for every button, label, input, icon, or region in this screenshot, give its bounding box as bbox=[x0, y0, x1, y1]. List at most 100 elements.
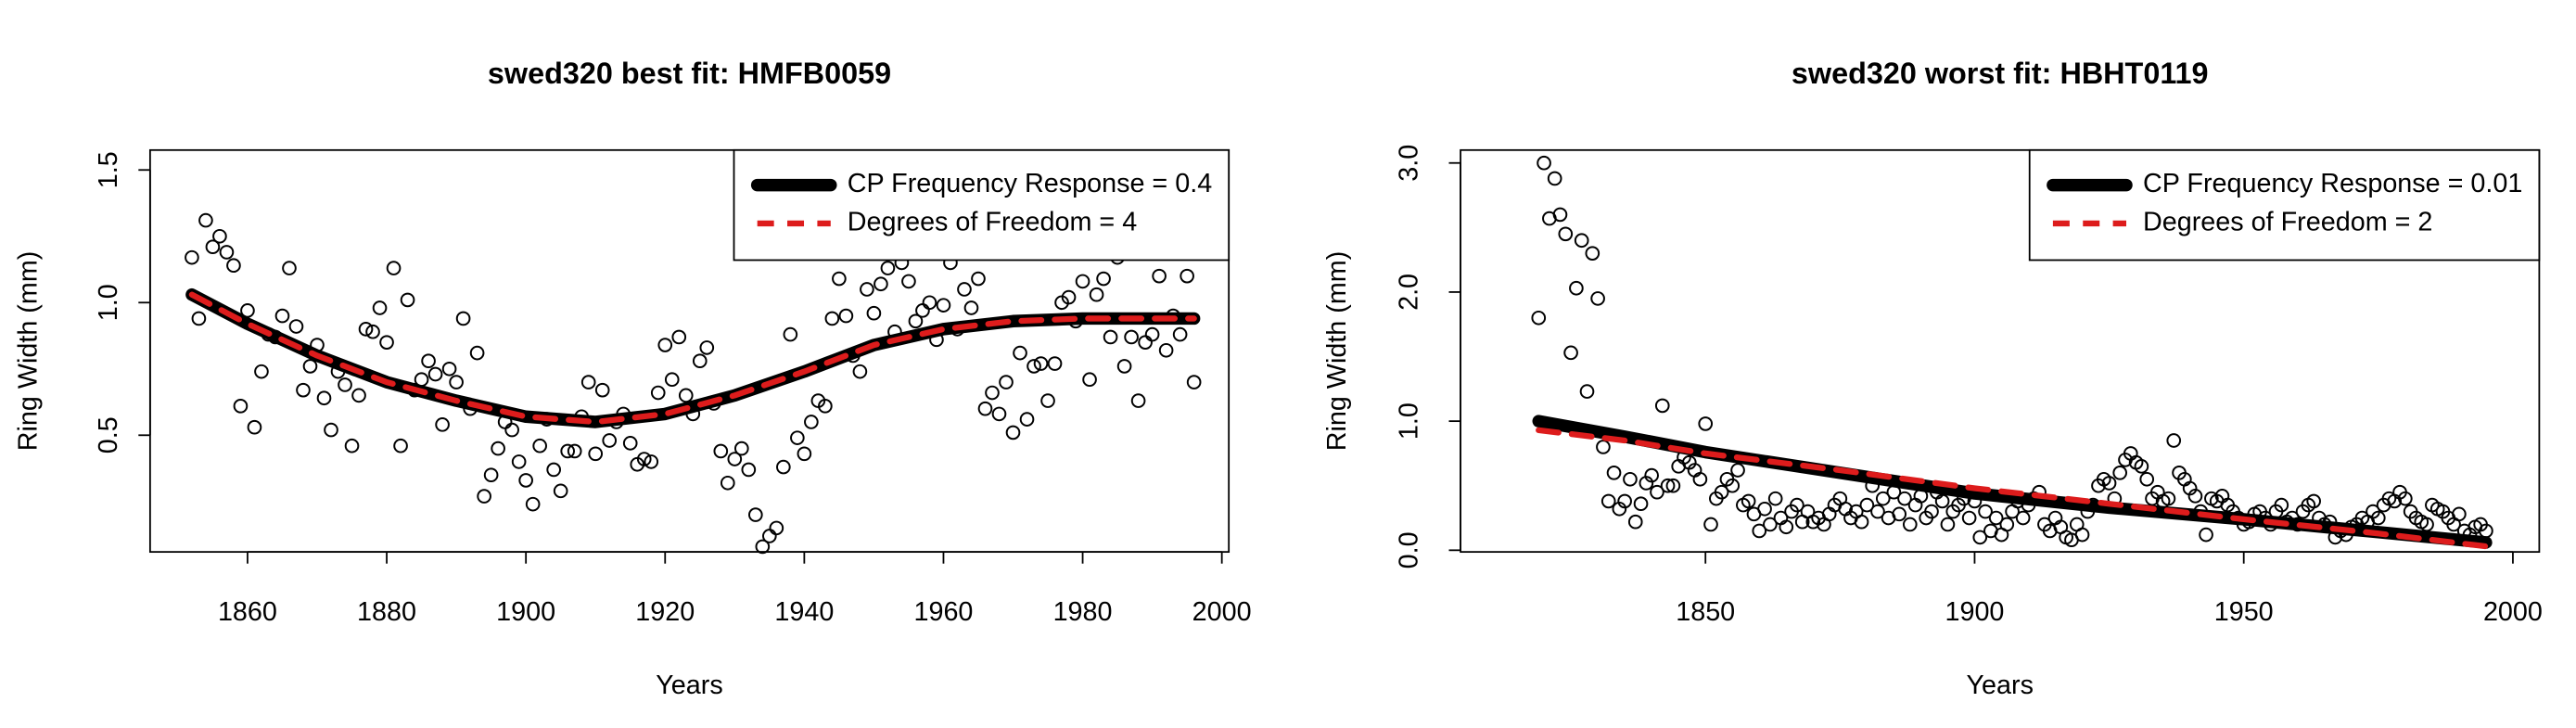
data-point bbox=[1152, 268, 1167, 284]
data-point bbox=[386, 261, 402, 275]
data-point bbox=[1961, 510, 1977, 526]
data-point bbox=[1633, 496, 1649, 512]
y-tick-label: 1.5 bbox=[94, 151, 123, 188]
data-point bbox=[1124, 329, 1139, 345]
data-point bbox=[1547, 171, 1562, 186]
data-point bbox=[351, 388, 366, 403]
data-point bbox=[338, 377, 352, 392]
data-point bbox=[2371, 510, 2386, 526]
data-point bbox=[692, 353, 708, 369]
data-point bbox=[2101, 476, 2117, 491]
data-point bbox=[1047, 356, 1063, 371]
x-tick-label: 1980 bbox=[1053, 597, 1113, 627]
x-tick-label: 1850 bbox=[1676, 597, 1735, 627]
data-point bbox=[977, 401, 993, 416]
data-point bbox=[205, 239, 221, 255]
data-point bbox=[455, 311, 471, 326]
data-point bbox=[741, 462, 757, 478]
fit-line bbox=[188, 291, 1197, 426]
data-point bbox=[212, 228, 227, 244]
data-point bbox=[1558, 226, 1574, 242]
data-point bbox=[358, 322, 374, 337]
data-point bbox=[2452, 506, 2467, 522]
legend-box bbox=[733, 148, 1231, 262]
data-point bbox=[1116, 359, 1132, 374]
data-point bbox=[296, 382, 311, 398]
chart-title: swed320 best fit: HMFB0059 bbox=[488, 57, 891, 90]
data-point bbox=[441, 361, 457, 377]
x-tick-label: 1900 bbox=[496, 597, 555, 627]
data-point bbox=[274, 308, 290, 324]
y-tick-label: 0.0 bbox=[1394, 531, 1423, 568]
data-point bbox=[2306, 493, 2321, 509]
legend-label: Degrees of Freedom = 4 bbox=[848, 208, 1137, 237]
data-point bbox=[1082, 372, 1097, 388]
data-point bbox=[1924, 504, 1939, 519]
data-point bbox=[678, 388, 694, 403]
data-point bbox=[477, 489, 491, 504]
data-point bbox=[588, 446, 604, 462]
y-tick-label: 1.0 bbox=[94, 284, 123, 321]
legend-label: CP Frequency Response = 0.01 bbox=[2143, 169, 2522, 198]
data-point bbox=[657, 338, 673, 352]
data-point bbox=[198, 212, 213, 228]
data-point bbox=[824, 311, 840, 326]
data-point bbox=[1660, 478, 1676, 493]
data-point bbox=[421, 353, 436, 369]
data-point bbox=[1027, 359, 1041, 374]
data-point bbox=[671, 329, 687, 345]
data-point bbox=[185, 249, 199, 265]
plot-box bbox=[148, 148, 1231, 554]
data-point bbox=[1627, 514, 1643, 530]
data-point bbox=[469, 345, 485, 361]
data-point bbox=[2398, 491, 2413, 506]
data-point bbox=[344, 438, 360, 453]
data-point bbox=[602, 433, 618, 448]
data-point bbox=[957, 282, 972, 297]
data-point bbox=[525, 496, 541, 512]
data-point bbox=[302, 359, 318, 374]
data-point bbox=[518, 473, 533, 488]
data-point bbox=[247, 419, 262, 435]
data-point bbox=[1033, 356, 1049, 371]
data-point bbox=[1703, 517, 1718, 532]
data-point bbox=[2074, 527, 2090, 543]
data-point bbox=[594, 382, 610, 398]
x-tick-label: 1860 bbox=[218, 597, 277, 627]
data-point bbox=[1940, 517, 1956, 532]
y-axis-label: Ring Width (mm) bbox=[14, 251, 44, 452]
data-point bbox=[233, 399, 249, 414]
data-point bbox=[435, 417, 450, 432]
data-point bbox=[664, 372, 680, 388]
data-point bbox=[483, 467, 499, 483]
data-point bbox=[560, 443, 576, 459]
data-point bbox=[1537, 155, 1551, 171]
data-point bbox=[288, 319, 304, 334]
data-point bbox=[1590, 291, 1605, 306]
data-point bbox=[1665, 478, 1681, 493]
data-point bbox=[1725, 478, 1741, 493]
legend-box bbox=[2028, 148, 2541, 262]
data-point bbox=[1854, 514, 1869, 530]
data-point bbox=[254, 364, 269, 379]
data-point bbox=[1623, 471, 1638, 487]
data-point bbox=[720, 475, 735, 491]
data-point bbox=[733, 441, 749, 456]
data-point bbox=[504, 422, 519, 438]
plot-box bbox=[1460, 148, 2541, 554]
data-point bbox=[748, 507, 763, 522]
data-point bbox=[644, 454, 659, 469]
data-point bbox=[511, 454, 527, 469]
data-point bbox=[1972, 530, 1988, 545]
data-point bbox=[1902, 517, 1918, 532]
data-point bbox=[1552, 207, 1568, 223]
data-point bbox=[324, 422, 338, 438]
data-point bbox=[1180, 268, 1194, 284]
data-point bbox=[379, 335, 394, 351]
data-point bbox=[999, 375, 1014, 390]
data-point bbox=[1089, 287, 1104, 302]
data-point bbox=[365, 324, 380, 339]
data-point bbox=[699, 340, 715, 355]
data-point bbox=[1978, 504, 1993, 519]
